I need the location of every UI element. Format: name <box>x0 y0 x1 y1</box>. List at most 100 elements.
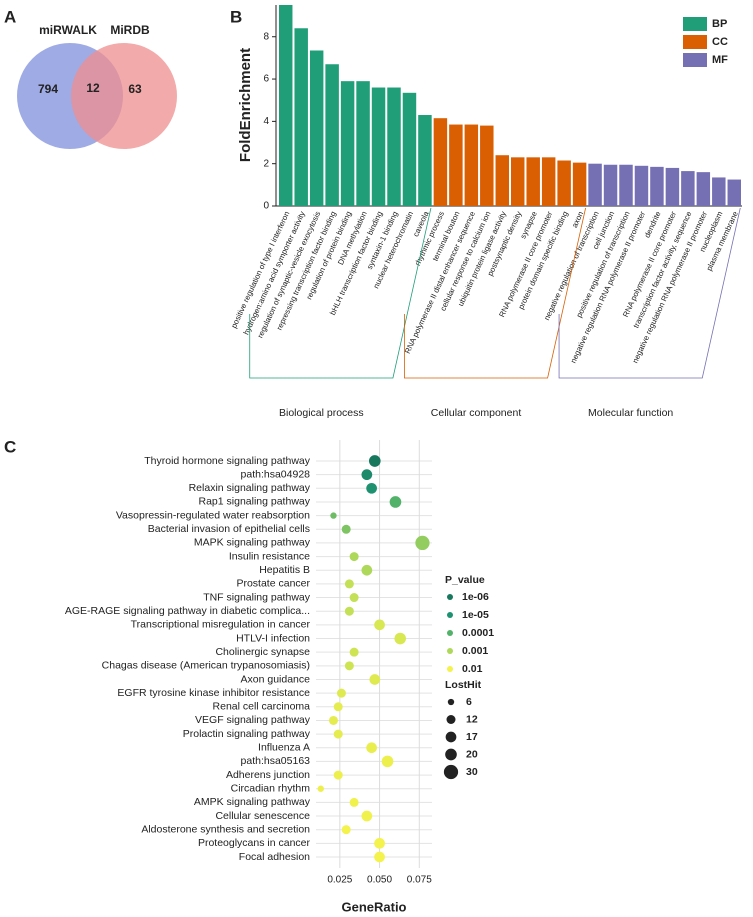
legend-label: 12 <box>466 713 478 725</box>
set-label: miRWALK <box>39 23 97 37</box>
y-tick-label: AMPK signaling pathway <box>194 796 311 808</box>
dot <box>330 512 337 519</box>
legend-size-dot <box>445 731 457 743</box>
y-tick-label: Bacterial invasion of epithelial cells <box>148 523 310 535</box>
y-tick-label: AGE-RAGE signaling pathway in diabetic c… <box>65 605 310 617</box>
panel-label: A <box>4 7 16 26</box>
legend-label: 0.01 <box>462 663 483 675</box>
y-tick-label: Transcriptional misregulation in cancer <box>131 619 311 631</box>
legend-label: BP <box>712 18 727 30</box>
dot <box>374 619 385 631</box>
legend-label: 20 <box>466 748 478 760</box>
legend-swatch <box>683 35 707 49</box>
dot <box>374 837 385 849</box>
bar <box>541 157 556 206</box>
group-label: Cellular component <box>431 407 522 419</box>
bar <box>665 167 680 206</box>
x-tick-label: 0.050 <box>367 875 392 886</box>
legend-title: P_value <box>445 574 485 586</box>
dot <box>366 482 377 494</box>
y-tick-label: TNF signaling pathway <box>203 591 311 603</box>
panel-label: C <box>4 437 16 456</box>
legend-size-dot <box>445 748 457 761</box>
plot-area <box>316 440 432 868</box>
bar <box>495 155 509 206</box>
group-label: Biological process <box>279 407 364 419</box>
legend-label: MF <box>712 54 728 66</box>
bar <box>526 157 540 206</box>
y-tick-label: Prostate cancer <box>236 578 310 590</box>
dot <box>344 661 354 671</box>
y-tick-label: MAPK signaling pathway <box>194 537 311 549</box>
y-tick-label: Adherens junction <box>226 769 310 781</box>
legend-size-dot <box>443 764 459 780</box>
dot <box>349 593 359 603</box>
bar <box>681 171 695 206</box>
y-tick-label: Focal adhesion <box>239 851 310 863</box>
dot <box>333 770 343 780</box>
bar <box>557 160 571 206</box>
bar <box>449 124 463 206</box>
y-tick-label: Prolactin signaling pathway <box>183 728 311 740</box>
bar <box>712 177 726 206</box>
y-tick-label: 8 <box>263 31 269 42</box>
y-tick-label: Hepatitis B <box>259 564 310 576</box>
bar <box>650 166 664 206</box>
dot <box>341 825 351 835</box>
region-count: 794 <box>38 82 58 96</box>
legend-label: 0.001 <box>462 645 488 657</box>
y-tick-label: 0 <box>263 201 269 212</box>
y-tick-label: path:hsa04928 <box>241 468 311 480</box>
y-tick-label: Thyroid hormone signaling pathway <box>144 455 311 467</box>
dot <box>361 564 373 576</box>
bar <box>511 157 525 206</box>
dot <box>415 535 430 551</box>
dot <box>344 579 354 589</box>
dot <box>333 702 343 712</box>
x-tick-label: 0.025 <box>327 875 352 886</box>
legend-label: CC <box>712 36 728 48</box>
legend-title: LostHit <box>445 679 482 691</box>
bar <box>727 179 741 206</box>
legend-size-dot <box>446 714 456 725</box>
legend-swatch <box>683 17 707 31</box>
group-bracket <box>558 207 741 379</box>
x-tick-label: 0.075 <box>407 875 432 886</box>
bar <box>634 165 649 206</box>
y-tick-label: Rap1 signaling pathway <box>199 496 311 508</box>
y-tick-label: Influenza A <box>258 742 310 754</box>
y-tick-label: Renal cell carcinoma <box>213 701 311 713</box>
legend-label: 1e-05 <box>462 609 489 621</box>
y-axis-title: FoldEnrichment <box>237 48 254 162</box>
bar <box>402 92 417 206</box>
bar <box>309 50 324 207</box>
y-tick-label: Vasopressin-regulated water reabsorption <box>116 509 310 521</box>
bar <box>371 87 386 206</box>
bar <box>356 81 370 206</box>
y-tick-label: Axon guidance <box>241 673 311 685</box>
legend-size-dot <box>447 698 455 706</box>
group-bracket <box>249 207 432 379</box>
dot <box>394 632 407 645</box>
legend-color-dot <box>447 594 453 600</box>
legend-label: 30 <box>466 766 478 778</box>
dot <box>368 455 381 467</box>
y-tick-label: HTLV-I infection <box>236 632 310 644</box>
y-tick-label: Chagas disease (American trypanosomiasis… <box>102 660 310 672</box>
bar <box>294 28 308 207</box>
group-bracket <box>403 207 586 379</box>
bar <box>572 162 587 206</box>
dot <box>361 469 373 481</box>
legend-label: 6 <box>466 696 472 708</box>
dot <box>381 755 394 768</box>
dot <box>317 785 324 792</box>
dot <box>349 647 359 657</box>
region-count: 63 <box>128 82 142 96</box>
y-tick-label: 2 <box>263 158 269 169</box>
y-tick-label: Relaxin signaling pathway <box>189 482 311 494</box>
dot <box>349 797 359 807</box>
dot <box>336 688 346 698</box>
dot <box>374 851 385 863</box>
